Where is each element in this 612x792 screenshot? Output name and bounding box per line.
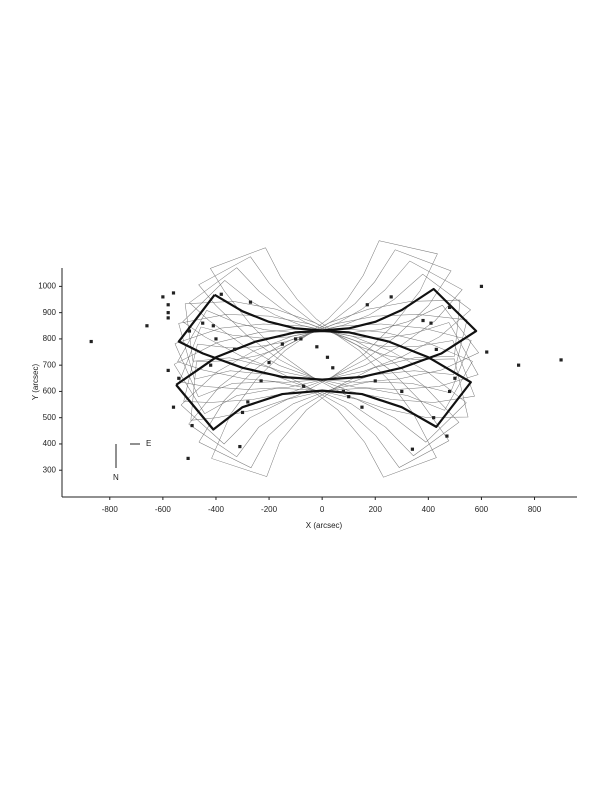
- footprint: [183, 249, 452, 403]
- data-point: [161, 295, 165, 299]
- x-tick-label: 200: [369, 505, 383, 514]
- data-point: [248, 300, 253, 304]
- y-tick-label: 500: [43, 413, 57, 422]
- data-point: [365, 303, 369, 307]
- data-point: [447, 389, 452, 394]
- compass-north-label: N: [113, 473, 119, 482]
- data-point: [211, 324, 215, 328]
- data-point: [347, 395, 351, 399]
- footprint: [173, 328, 467, 443]
- data-point: [171, 405, 176, 409]
- y-tick-label: 400: [43, 439, 57, 448]
- data-point: [246, 400, 250, 404]
- data-point: [267, 360, 271, 365]
- footprint: [184, 301, 437, 478]
- footprint: [182, 280, 480, 383]
- data-point: [429, 321, 433, 325]
- x-tick-label: -200: [261, 505, 278, 514]
- data-point: [410, 447, 415, 451]
- compass-east-label: E: [146, 439, 151, 448]
- y-tick-label: 800: [43, 334, 57, 343]
- data-point: [240, 410, 245, 415]
- data-point: [301, 384, 306, 388]
- field-outline: [175, 329, 472, 431]
- x-tick-label: 600: [475, 505, 489, 514]
- data-point: [145, 324, 149, 328]
- data-point: [214, 337, 218, 341]
- footprint: [198, 314, 468, 469]
- data-point: [341, 389, 345, 394]
- data-point: [479, 284, 484, 288]
- data-point: [331, 366, 335, 370]
- data-point: [166, 311, 170, 315]
- data-point: [400, 389, 404, 394]
- data-point: [166, 368, 170, 373]
- data-point: [325, 355, 330, 359]
- x-axis-label: X (arcsec): [306, 521, 343, 530]
- data-point: [485, 350, 489, 354]
- data-point: [190, 423, 194, 428]
- data-point: [166, 303, 170, 307]
- data-point: [219, 292, 223, 296]
- footprint: [180, 328, 473, 445]
- footprint: [188, 323, 472, 458]
- footprint: [178, 314, 450, 468]
- data-point: [209, 363, 213, 367]
- footprint: [211, 299, 461, 477]
- data-point: [447, 305, 452, 309]
- data-point: [89, 339, 93, 344]
- data-point: [238, 444, 242, 449]
- x-tick-label: 0: [320, 505, 325, 514]
- footprint: [198, 256, 475, 403]
- footprint-fan: [173, 240, 480, 478]
- footprint: [209, 247, 469, 418]
- data-point: [516, 363, 521, 367]
- x-tick-label: -800: [102, 505, 119, 514]
- x-tick-label: 400: [422, 505, 436, 514]
- field-outline: [177, 287, 478, 381]
- x-tick-label: 800: [528, 505, 542, 514]
- y-tick-label: 600: [43, 387, 57, 396]
- data-point: [445, 434, 449, 438]
- y-tick-label: 900: [43, 308, 57, 317]
- data-point: [315, 345, 319, 349]
- data-point: [259, 379, 263, 383]
- data-point: [434, 347, 438, 352]
- footprint: [190, 240, 438, 421]
- y-tick-label: 700: [43, 360, 57, 369]
- data-point: [373, 379, 377, 383]
- data-point: [432, 416, 436, 420]
- data-point: [299, 337, 303, 341]
- data-point: [171, 291, 176, 295]
- data-point: [187, 329, 192, 333]
- data-point: [294, 337, 298, 341]
- y-tick-label: 1000: [38, 281, 56, 290]
- y-axis-label: Y (arcsec): [31, 364, 40, 401]
- data-point: [453, 376, 457, 380]
- footprint: [178, 260, 463, 390]
- y-tick-label: 300: [43, 465, 57, 474]
- data-point: [186, 456, 190, 460]
- data-point: [559, 358, 563, 362]
- x-tick-label: -400: [208, 505, 225, 514]
- data-point: [201, 321, 205, 325]
- data-point: [389, 295, 393, 299]
- footprint: [189, 267, 479, 390]
- x-tick-label: -600: [155, 505, 172, 514]
- data-point: [177, 376, 181, 380]
- data-point: [280, 342, 284, 346]
- data-point: [421, 318, 425, 323]
- data-point: [360, 405, 364, 409]
- data-point: [166, 316, 170, 320]
- data-point: [232, 347, 237, 352]
